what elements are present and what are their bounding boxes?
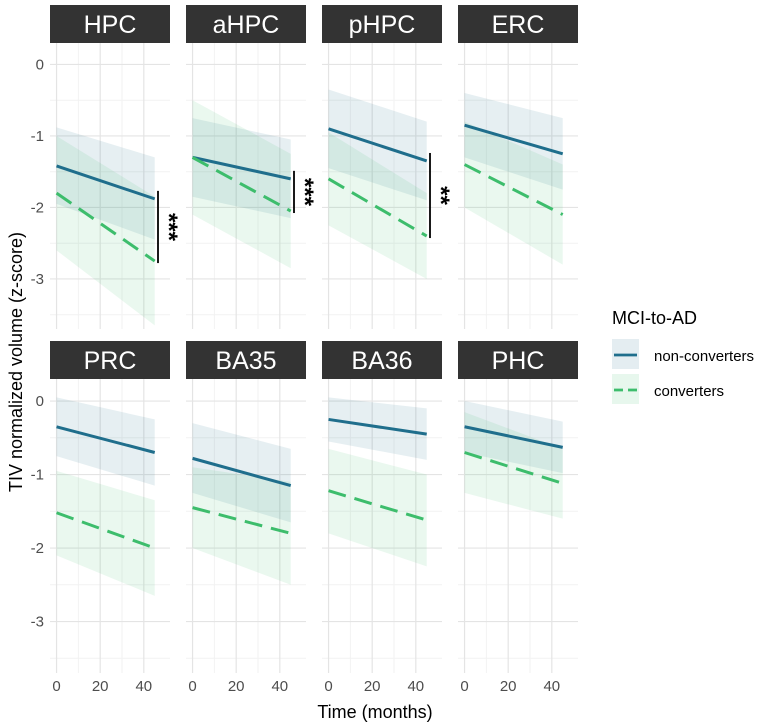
- ci-band-converters-erc: [464, 121, 563, 265]
- panel-strip-phc: [458, 341, 578, 379]
- axes-layer: 0 -1 -2 -3 0 -1 -2 -3 0 20 40 0 20 40 0 20 40 0 20 40: [31, 56, 561, 695]
- panel-title-hpc: HPC: [84, 11, 137, 39]
- y-tick-label: -2: [31, 199, 44, 216]
- significance-label-phpc: **: [427, 186, 454, 205]
- x-tick-label: 0: [324, 678, 332, 695]
- panel-title-ahpc: aHPC: [213, 11, 280, 39]
- trend-line-non-converters-phc: [464, 425, 564, 449]
- ci-band-non-converters-prc: [56, 397, 155, 486]
- legend-key-converters: [612, 374, 639, 404]
- significance-label-ahpc: ***: [291, 178, 318, 207]
- trend-line-non-converters-phpc: [328, 127, 428, 163]
- x-tick-label: 0: [52, 678, 60, 695]
- x-tick-label: 40: [135, 678, 152, 695]
- x-tick-label: 20: [364, 678, 381, 695]
- y-tick-label: 0: [36, 56, 44, 73]
- trend-line-converters-hpc: [55, 191, 156, 263]
- panel-strip-ba36: [322, 341, 442, 379]
- panel-title-erc: ERC: [492, 11, 545, 39]
- panel-background-prc: [50, 379, 170, 673]
- panel-strip-ba35: [186, 341, 306, 379]
- panel-strip-prc: [50, 341, 170, 379]
- trend-line-converters-ahpc: [191, 156, 292, 213]
- trend-line-non-converters-ahpc: [192, 155, 292, 181]
- y-tick-label: -1: [31, 467, 44, 484]
- x-tick-label: 40: [271, 678, 288, 695]
- panel-background-hpc: [50, 43, 170, 329]
- ci-band-non-converters-ba36: [328, 397, 427, 460]
- panel-hpc: HPC ***: [50, 5, 182, 329]
- y-tick-label: 0: [36, 393, 44, 410]
- y-tick-label: -1: [31, 128, 44, 145]
- ci-band-converters-hpc: [56, 135, 155, 326]
- panel-ba36: BA36: [322, 341, 442, 673]
- x-tick-label: 20: [92, 678, 109, 695]
- ci-band-converters-phc: [464, 412, 563, 519]
- y-tick-label: -2: [31, 540, 44, 557]
- y-tick-label: -3: [31, 271, 44, 288]
- trend-line-converters-ba36: [328, 489, 428, 522]
- y-axis-title: TIV normalized volume (z-score): [6, 232, 26, 492]
- panel-title-phc: PHC: [492, 347, 545, 375]
- x-tick-label: 0: [460, 678, 468, 695]
- legend-label-converters: converters: [654, 383, 724, 400]
- x-tick-label: 40: [543, 678, 560, 695]
- trend-line-non-converters-prc: [56, 425, 156, 454]
- x-axis-title: Time (months): [317, 702, 432, 722]
- ci-band-converters-phpc: [328, 132, 427, 279]
- panels-layer: HPC *** aHPC *** pHPC ** ERC PRC BA35 BA36 PHC: [50, 5, 578, 673]
- trend-line-converters-phc: [464, 451, 564, 485]
- trend-line-non-converters-erc: [464, 123, 564, 156]
- panel-phc: PHC: [458, 341, 578, 673]
- panel-strip-hpc: [50, 5, 170, 43]
- trend-line-converters-phpc: [327, 177, 428, 238]
- panel-title-ba36: BA36: [351, 347, 412, 375]
- legend: MCI-to-AD non-converters converters: [612, 308, 754, 404]
- trend-line-non-converters-hpc: [56, 164, 156, 201]
- panel-strip-erc: [458, 5, 578, 43]
- panel-background-erc: [458, 43, 578, 329]
- panel-strip-ahpc: [186, 5, 306, 43]
- ci-band-converters-prc: [56, 470, 155, 596]
- ci-band-converters-ba36: [328, 448, 427, 567]
- trend-line-converters-erc: [463, 163, 564, 216]
- legend-key-non-converters: [612, 339, 639, 369]
- ci-band-converters-ba35: [192, 467, 291, 585]
- panel-ba35: BA35: [186, 341, 306, 673]
- x-tick-label: 40: [407, 678, 424, 695]
- trend-line-non-converters-ba35: [192, 456, 292, 488]
- panel-ahpc: aHPC ***: [186, 5, 318, 329]
- panel-prc: PRC: [50, 341, 170, 673]
- panel-phpc: pHPC **: [322, 5, 454, 329]
- trend-line-converters-ba35: [192, 506, 292, 535]
- significance-label-hpc: ***: [155, 213, 182, 242]
- x-tick-label: 20: [500, 678, 517, 695]
- legend-title: MCI-to-AD: [612, 308, 697, 328]
- x-tick-label: 20: [228, 678, 245, 695]
- trend-line-converters-prc: [56, 511, 156, 550]
- ci-band-non-converters-erc: [464, 93, 563, 190]
- panel-background-ba35: [186, 379, 306, 673]
- panel-strip-phpc: [322, 5, 442, 43]
- panel-title-phpc: pHPC: [349, 11, 416, 39]
- legend-label-non-converters: non-converters: [654, 348, 754, 365]
- x-tick-label: 0: [188, 678, 196, 695]
- panel-erc: ERC: [458, 5, 578, 329]
- trend-line-non-converters-ba36: [328, 417, 427, 436]
- y-tick-label: -3: [31, 614, 44, 631]
- panel-title-prc: PRC: [84, 347, 137, 375]
- panel-title-ba35: BA35: [215, 347, 276, 375]
- panel-background-phc: [458, 379, 578, 673]
